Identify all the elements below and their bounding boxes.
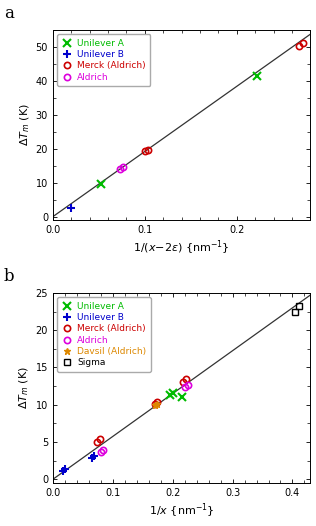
Aldrich [99, 449, 103, 456]
Unilever A [168, 392, 172, 398]
Aldrich [183, 383, 186, 390]
X-axis label: 1/($x$$-$2$\varepsilon$) {nm$^{-1}$}: 1/($x$$-$2$\varepsilon$) {nm$^{-1}$} [133, 239, 230, 257]
Legend: Unilever A, Unilever B, Merck (Aldrich), Aldrich, Davsil (Aldrich), Sigma: Unilever A, Unilever B, Merck (Aldrich),… [58, 297, 151, 372]
Unilever A [180, 394, 184, 400]
Merck (Aldrich) [95, 439, 99, 445]
Aldrich [186, 381, 190, 388]
Unilever B [90, 455, 94, 461]
Merck (Aldrich) [185, 376, 188, 382]
Line: Merck (Aldrich): Merck (Aldrich) [94, 376, 190, 445]
Line: Sigma: Sigma [292, 303, 302, 316]
Merck (Aldrich) [155, 399, 159, 405]
Merck (Aldrich) [297, 43, 301, 49]
X-axis label: 1/$x$ {nm$^{-1}$}: 1/$x$ {nm$^{-1}$} [149, 502, 215, 520]
Line: Unilever A: Unilever A [97, 72, 261, 188]
Line: Aldrich: Aldrich [117, 164, 126, 172]
Aldrich [101, 447, 105, 453]
Merck (Aldrich) [153, 401, 157, 407]
Unilever B [61, 468, 65, 474]
Line: Unilever A: Unilever A [167, 389, 185, 401]
Merck (Aldrich) [146, 147, 149, 153]
Davsil (Aldrich) [153, 402, 157, 409]
Unilever A [99, 181, 103, 188]
Line: Davsil (Aldrich): Davsil (Aldrich) [151, 400, 161, 409]
Unilever B [92, 453, 95, 459]
Text: a: a [4, 5, 14, 22]
Sigma [294, 309, 297, 316]
Y-axis label: $\Delta T_m$ (K): $\Delta T_m$ (K) [18, 104, 32, 146]
Aldrich [121, 164, 125, 170]
Text: b: b [4, 268, 14, 285]
Line: Merck (Aldrich): Merck (Aldrich) [142, 39, 306, 155]
Merck (Aldrich) [143, 148, 147, 155]
Line: Unilever B: Unilever B [59, 452, 98, 476]
Y-axis label: $\Delta T_m$ (K): $\Delta T_m$ (K) [18, 367, 31, 409]
Merck (Aldrich) [182, 379, 185, 385]
Aldrich [118, 166, 122, 172]
Merck (Aldrich) [98, 436, 101, 442]
Legend: Unilever A, Unilever B, Merck (Aldrich), Aldrich: Unilever A, Unilever B, Merck (Aldrich),… [58, 34, 150, 86]
Merck (Aldrich) [301, 39, 305, 46]
Unilever B [63, 466, 67, 472]
Unilever A [255, 73, 259, 79]
Line: Aldrich: Aldrich [98, 381, 191, 456]
Sigma [297, 303, 301, 309]
Davsil (Aldrich) [155, 401, 159, 407]
Unilever A [171, 390, 175, 396]
